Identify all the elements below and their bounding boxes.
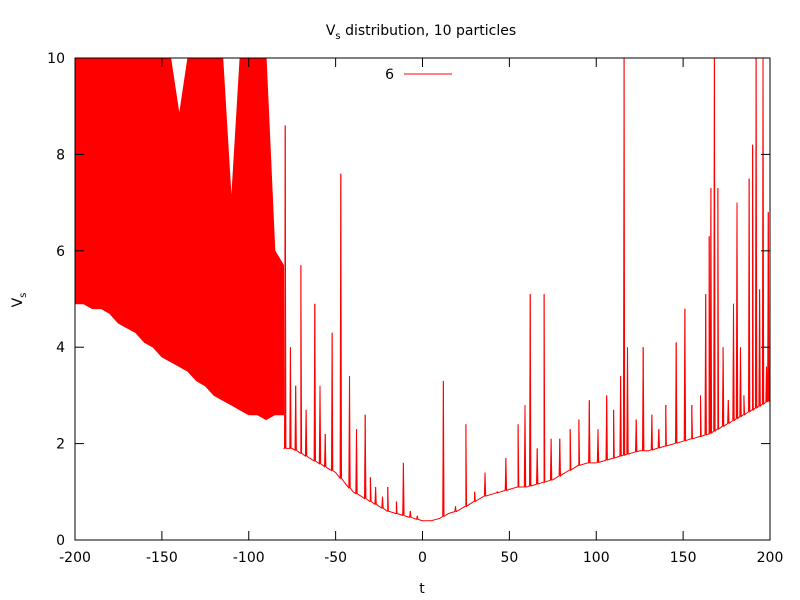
- chart-title-main: V: [326, 23, 336, 39]
- x-axis-ticks: -200 -150 -100 -50 0 50 100 150 200: [59, 58, 783, 566]
- series-line-layer: [283, 58, 770, 522]
- y-tick-label: 8: [56, 147, 65, 163]
- x-axis-label: t: [419, 581, 425, 597]
- y-tick-label: 6: [56, 244, 65, 260]
- x-tick-label: -100: [233, 550, 265, 566]
- y-axis-label-main: V: [10, 297, 26, 307]
- y-tick-label: 0: [56, 533, 65, 549]
- y-tick-label: 4: [56, 340, 65, 356]
- y-axis-label: Vs: [10, 293, 29, 308]
- x-tick-label: 150: [670, 550, 697, 566]
- legend: 6: [385, 67, 452, 83]
- chart-title-subscript: s: [335, 31, 340, 42]
- legend-label: 6: [385, 67, 394, 83]
- chart-title-rest: distribution, 10 particles: [341, 23, 517, 39]
- x-tick-label: 0: [418, 550, 427, 566]
- x-tick-label: 100: [583, 550, 610, 566]
- x-tick-label: -150: [146, 550, 178, 566]
- x-tick-label: -50: [324, 550, 347, 566]
- x-tick-label: 200: [757, 550, 784, 566]
- y-tick-label: 10: [47, 51, 65, 67]
- x-tick-label: 50: [500, 550, 518, 566]
- series-6-dense-envelope: [75, 58, 284, 421]
- y-tick-label: 2: [56, 437, 65, 453]
- chart-title: Vs distribution, 10 particles: [326, 23, 516, 42]
- y-axis-ticks: 0 2 4 6 8 10: [47, 51, 770, 549]
- dense-oscillation-region: [75, 58, 284, 421]
- y-axis-label-subscript: s: [18, 293, 29, 298]
- x-tick-label: -200: [59, 550, 91, 566]
